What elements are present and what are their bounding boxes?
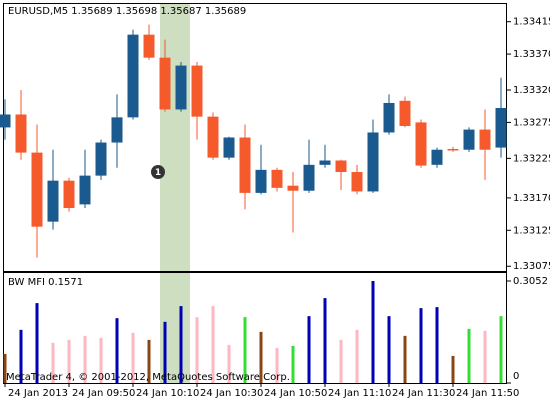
bar	[67, 339, 71, 383]
bar	[51, 342, 55, 383]
bar	[323, 298, 327, 383]
candle-body	[175, 65, 187, 110]
candle-body	[479, 129, 491, 150]
bar	[19, 329, 23, 383]
bar	[291, 345, 295, 383]
main-title: EURUSD,M5 1.35689 1.35698 1.35687 1.3568…	[8, 6, 246, 17]
x-tick-label: 24 Jan 09:50	[72, 388, 135, 399]
bar	[499, 316, 503, 383]
bar	[483, 330, 487, 383]
candle-body	[447, 149, 459, 151]
x-tick-label: 24 Jan 11:50	[456, 388, 519, 399]
bar	[355, 329, 359, 383]
footer: MetaTrader 4, © 2001-2012, MetaQuotes So…	[6, 372, 290, 383]
y-tick-label: 1.33320	[513, 85, 550, 96]
annotation-marker	[151, 165, 165, 179]
candle-body	[319, 160, 331, 165]
candle-body	[367, 132, 379, 192]
sub-frame	[3, 272, 507, 384]
bar	[259, 331, 263, 383]
candle-body	[335, 160, 347, 173]
bar	[275, 347, 279, 383]
candle-body	[79, 175, 91, 205]
bar	[243, 317, 247, 383]
x-tick-label: 24 Jan 10:50	[264, 388, 327, 399]
bar	[451, 355, 455, 383]
y-tick-label: 1.33275	[513, 117, 550, 128]
candle-body	[207, 116, 219, 158]
bar	[339, 339, 343, 383]
candle-body	[0, 114, 11, 128]
candle-body	[111, 117, 123, 143]
candle-body	[223, 137, 235, 158]
candle-body	[463, 129, 475, 150]
bar	[387, 316, 391, 383]
x-tick-label: 24 Jan 11:10	[328, 388, 391, 399]
candle-body	[431, 149, 443, 165]
x-tick-label: 24 Jan 10:10	[136, 388, 199, 399]
y-tick-label: 1.33125	[513, 225, 550, 236]
sub-title: BW MFI 0.1571	[8, 277, 83, 288]
bar	[131, 332, 135, 383]
bar	[179, 306, 183, 383]
candle-body	[15, 114, 27, 153]
bar	[115, 318, 119, 383]
y-tick-label: 0.3052	[513, 276, 548, 287]
candle-body	[143, 34, 155, 58]
candle-body	[351, 172, 363, 192]
candle-body	[271, 169, 283, 188]
y-tick-label: 0	[513, 371, 519, 382]
y-tick-label: 1.33370	[513, 49, 550, 60]
bar	[307, 316, 311, 383]
bar	[227, 344, 231, 383]
bar	[147, 339, 151, 383]
bar	[211, 306, 215, 383]
y-tick-label: 1.33415	[513, 17, 550, 28]
bar	[163, 321, 167, 383]
candle-body	[287, 185, 299, 191]
y-tick-label: 1.33075	[513, 261, 550, 272]
bar	[99, 337, 103, 383]
y-tick-label: 1.33170	[513, 193, 550, 204]
x-tick-label: 24 Jan 10:30	[200, 388, 263, 399]
bar	[435, 307, 439, 383]
candle-body	[31, 152, 43, 227]
candle-body	[255, 169, 267, 193]
candle-body	[399, 100, 411, 126]
bar	[419, 308, 423, 383]
candle-body	[191, 65, 203, 117]
annotation: 1	[155, 168, 161, 178]
candle-body	[495, 108, 507, 148]
bar	[371, 280, 375, 383]
candle-body	[239, 137, 251, 193]
bar	[195, 317, 199, 383]
bar	[467, 328, 471, 383]
candle-body	[159, 57, 171, 110]
y-tick-label: 1.33225	[513, 153, 550, 164]
candle-body	[383, 102, 395, 133]
candle-body	[127, 34, 139, 118]
candle-body	[95, 142, 107, 176]
candle-body	[47, 180, 59, 222]
candle-body	[303, 164, 315, 191]
bar	[83, 335, 87, 383]
bar	[3, 353, 7, 383]
x-tick-label: 24 Jan 2013	[8, 388, 68, 399]
bar	[35, 303, 39, 383]
candle-body	[415, 122, 427, 166]
candle-body	[63, 180, 75, 208]
x-tick-label: 24 Jan 11:30	[392, 388, 455, 399]
bar	[403, 335, 407, 383]
